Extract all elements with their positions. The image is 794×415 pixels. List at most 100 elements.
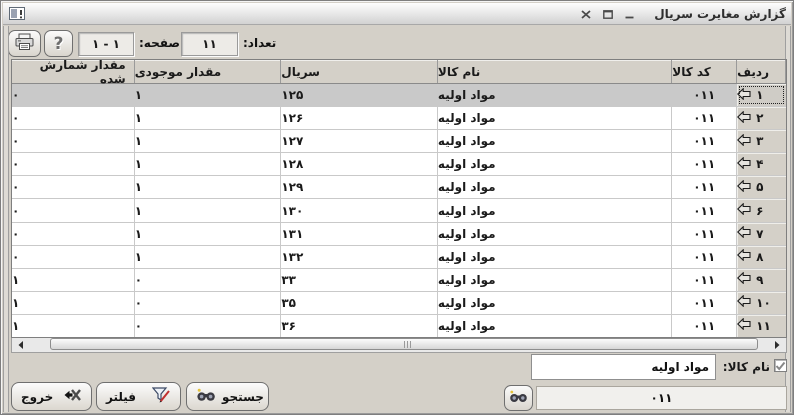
row-selector-cell[interactable]: ۴ (737, 153, 786, 176)
left-arrow-icon (737, 317, 751, 333)
row-selector-cell[interactable]: ۱۰ (737, 291, 786, 314)
left-arrow-icon (737, 294, 751, 310)
table-row[interactable]: ۰ ۱ ۱۳۲ مواد اولیه ۰۱۱ ۸ (12, 245, 786, 269)
header-serial[interactable]: سریال (281, 60, 438, 83)
left-arrow-icon (737, 133, 751, 149)
cell-item-code: ۰۱۱ (672, 153, 738, 176)
row-selector-cell[interactable]: ۱۱ (737, 314, 786, 338)
table-row[interactable]: ۰ ۱ ۱۲۹ مواد اولیه ۰۱۱ ۵ (12, 176, 786, 200)
find-button[interactable] (504, 385, 533, 411)
table-row[interactable]: ۰ ۱ ۱۲۶ مواد اولیه ۰۱۱ ۲ (12, 107, 786, 131)
minimize-icon[interactable] (624, 9, 635, 19)
scrollbar-grip (404, 341, 412, 348)
row-selector-cell[interactable]: ۵ (737, 176, 786, 199)
exit-button[interactable]: خروج (11, 382, 92, 411)
table-row[interactable]: ۰ ۱ ۱۳۱ مواد اولیه ۰۱۱ ۷ (12, 222, 786, 246)
serial-report-table: مقدار شمارش شده مقدار موجودی سریال نام ک… (11, 58, 787, 338)
cell-item-name: مواد اولیه (438, 222, 673, 245)
table-row[interactable]: ۰ ۱ ۱۳۰ مواد اولیه ۰۱۱ ۶ (12, 199, 786, 223)
header-counted-qty[interactable]: مقدار شمارش شده (12, 58, 135, 86)
scroll-right-arrow-icon[interactable] (770, 339, 784, 350)
cell-inventory-qty: ۰ (135, 291, 282, 314)
row-selector-cell[interactable]: ۷ (737, 222, 786, 245)
table-row[interactable]: ۱ ۰ ۳۶ مواد اولیه ۰۱۱ ۱۱ (12, 314, 786, 338)
table-row[interactable]: ۰ ۱ ۱۲۵ مواد اولیه ۰۱۱ ۱ (12, 84, 786, 108)
scrollbar-thumb[interactable] (50, 338, 758, 350)
row-number: ۳ (756, 134, 764, 149)
table-row[interactable]: ۰ ۱ ۱۲۷ مواد اولیه ۰۱۱ ۳ (12, 130, 786, 154)
print-button[interactable] (8, 30, 41, 57)
cell-item-code: ۰۱۱ (672, 268, 738, 291)
row-number: ۸ (756, 249, 764, 264)
left-arrow-icon (737, 202, 751, 218)
row-selector-cell[interactable]: ۳ (737, 130, 786, 153)
cell-inventory-qty: ۱ (135, 153, 282, 176)
row-selector-cell[interactable]: ۲ (737, 107, 786, 130)
question-mark-icon: ? (53, 33, 64, 54)
help-button[interactable]: ? (44, 30, 73, 57)
table-body: ۰ ۱ ۱۲۵ مواد اولیه ۰۱۱ ۱ ۰ ۱ ۱۲۶ مواد او… (12, 84, 786, 338)
row-number: ۱۱ (756, 318, 771, 333)
left-arrow-icon (737, 225, 751, 241)
header-item-code[interactable]: کد کالا (672, 60, 738, 83)
close-icon[interactable] (580, 9, 591, 19)
table-row[interactable]: ۱ ۰ ۳۵ مواد اولیه ۰۱۱ ۱۰ (12, 291, 786, 315)
cell-counted-qty: ۰ (12, 130, 135, 153)
cell-counted-qty: ۱ (12, 314, 135, 338)
cell-item-name: مواد اولیه (438, 176, 673, 199)
row-number: ۷ (756, 226, 764, 241)
header-item-name[interactable]: نام کالا (438, 60, 673, 83)
cell-counted-qty: ۰ (12, 107, 135, 130)
find-code-field[interactable] (536, 386, 787, 410)
row-selector-cell[interactable]: ۹ (737, 268, 786, 291)
item-name-checkbox[interactable] (774, 359, 787, 372)
cell-counted-qty: ۰ (12, 153, 135, 176)
system-menu-icon[interactable] (9, 7, 26, 24)
funnel-pencil-icon (151, 387, 171, 406)
row-number: ۶ (756, 203, 764, 218)
left-arrow-icon (737, 110, 751, 126)
count-box: ۱۱ (181, 32, 238, 56)
table-header-row: مقدار شمارش شده مقدار موجودی سریال نام ک… (12, 58, 786, 86)
cell-item-name: مواد اولیه (438, 153, 673, 176)
exit-button-label: خروج (21, 389, 54, 404)
filter-button[interactable]: فیلتر (96, 382, 181, 411)
left-arrow-icon (737, 156, 751, 172)
item-name-input[interactable] (531, 354, 716, 380)
search-button[interactable]: جستجو (186, 382, 269, 411)
cell-inventory-qty: ۱ (134, 84, 282, 107)
cell-item-code: ۰۱۱ (672, 176, 738, 199)
cell-counted-qty: ۰ (12, 199, 135, 222)
cell-item-code: ۰۱۱ (672, 107, 738, 130)
row-number: ۹ (756, 272, 764, 287)
cell-inventory-qty: ۱ (135, 199, 282, 222)
cell-inventory-qty: ۰ (135, 268, 282, 291)
cell-counted-qty: ۰ (12, 222, 135, 245)
maximize-icon[interactable] (602, 9, 613, 19)
header-inventory-qty[interactable]: مقدار موجودی (135, 60, 282, 83)
cell-inventory-qty: ۱ (135, 245, 282, 268)
scroll-left-arrow-icon[interactable] (14, 339, 28, 350)
cell-item-name: مواد اولیه (438, 130, 673, 153)
cell-serial: ۳۶ (281, 314, 438, 338)
cell-item-code: ۰۱۱ (672, 222, 738, 245)
title-bar: گزارش مغایرت سریال (3, 3, 791, 25)
horizontal-scrollbar[interactable] (11, 338, 787, 353)
cell-item-name: مواد اولیه (438, 199, 673, 222)
header-row-number[interactable]: ردیف (737, 60, 786, 83)
cell-inventory-qty: ۱ (135, 222, 282, 245)
row-selector-cell[interactable]: ۱ (737, 84, 786, 107)
row-number: ۱۰ (756, 295, 771, 310)
cell-counted-qty: ۰ (12, 84, 135, 107)
cell-item-code: ۰۱۱ (672, 84, 738, 107)
table-row[interactable]: ۱ ۰ ۳۳ مواد اولیه ۰۱۱ ۹ (12, 268, 786, 292)
binoculars-icon (196, 388, 216, 405)
cell-item-name: مواد اولیه (438, 291, 673, 314)
left-arrow-icon (737, 248, 751, 264)
row-number: ۵ (756, 180, 764, 195)
row-selector-cell[interactable]: ۶ (737, 199, 786, 222)
cell-counted-qty: ۱ (12, 291, 135, 314)
row-selector-cell[interactable]: ۸ (737, 245, 786, 268)
table-row[interactable]: ۰ ۱ ۱۲۸ مواد اولیه ۰۱۱ ۴ (12, 153, 786, 177)
